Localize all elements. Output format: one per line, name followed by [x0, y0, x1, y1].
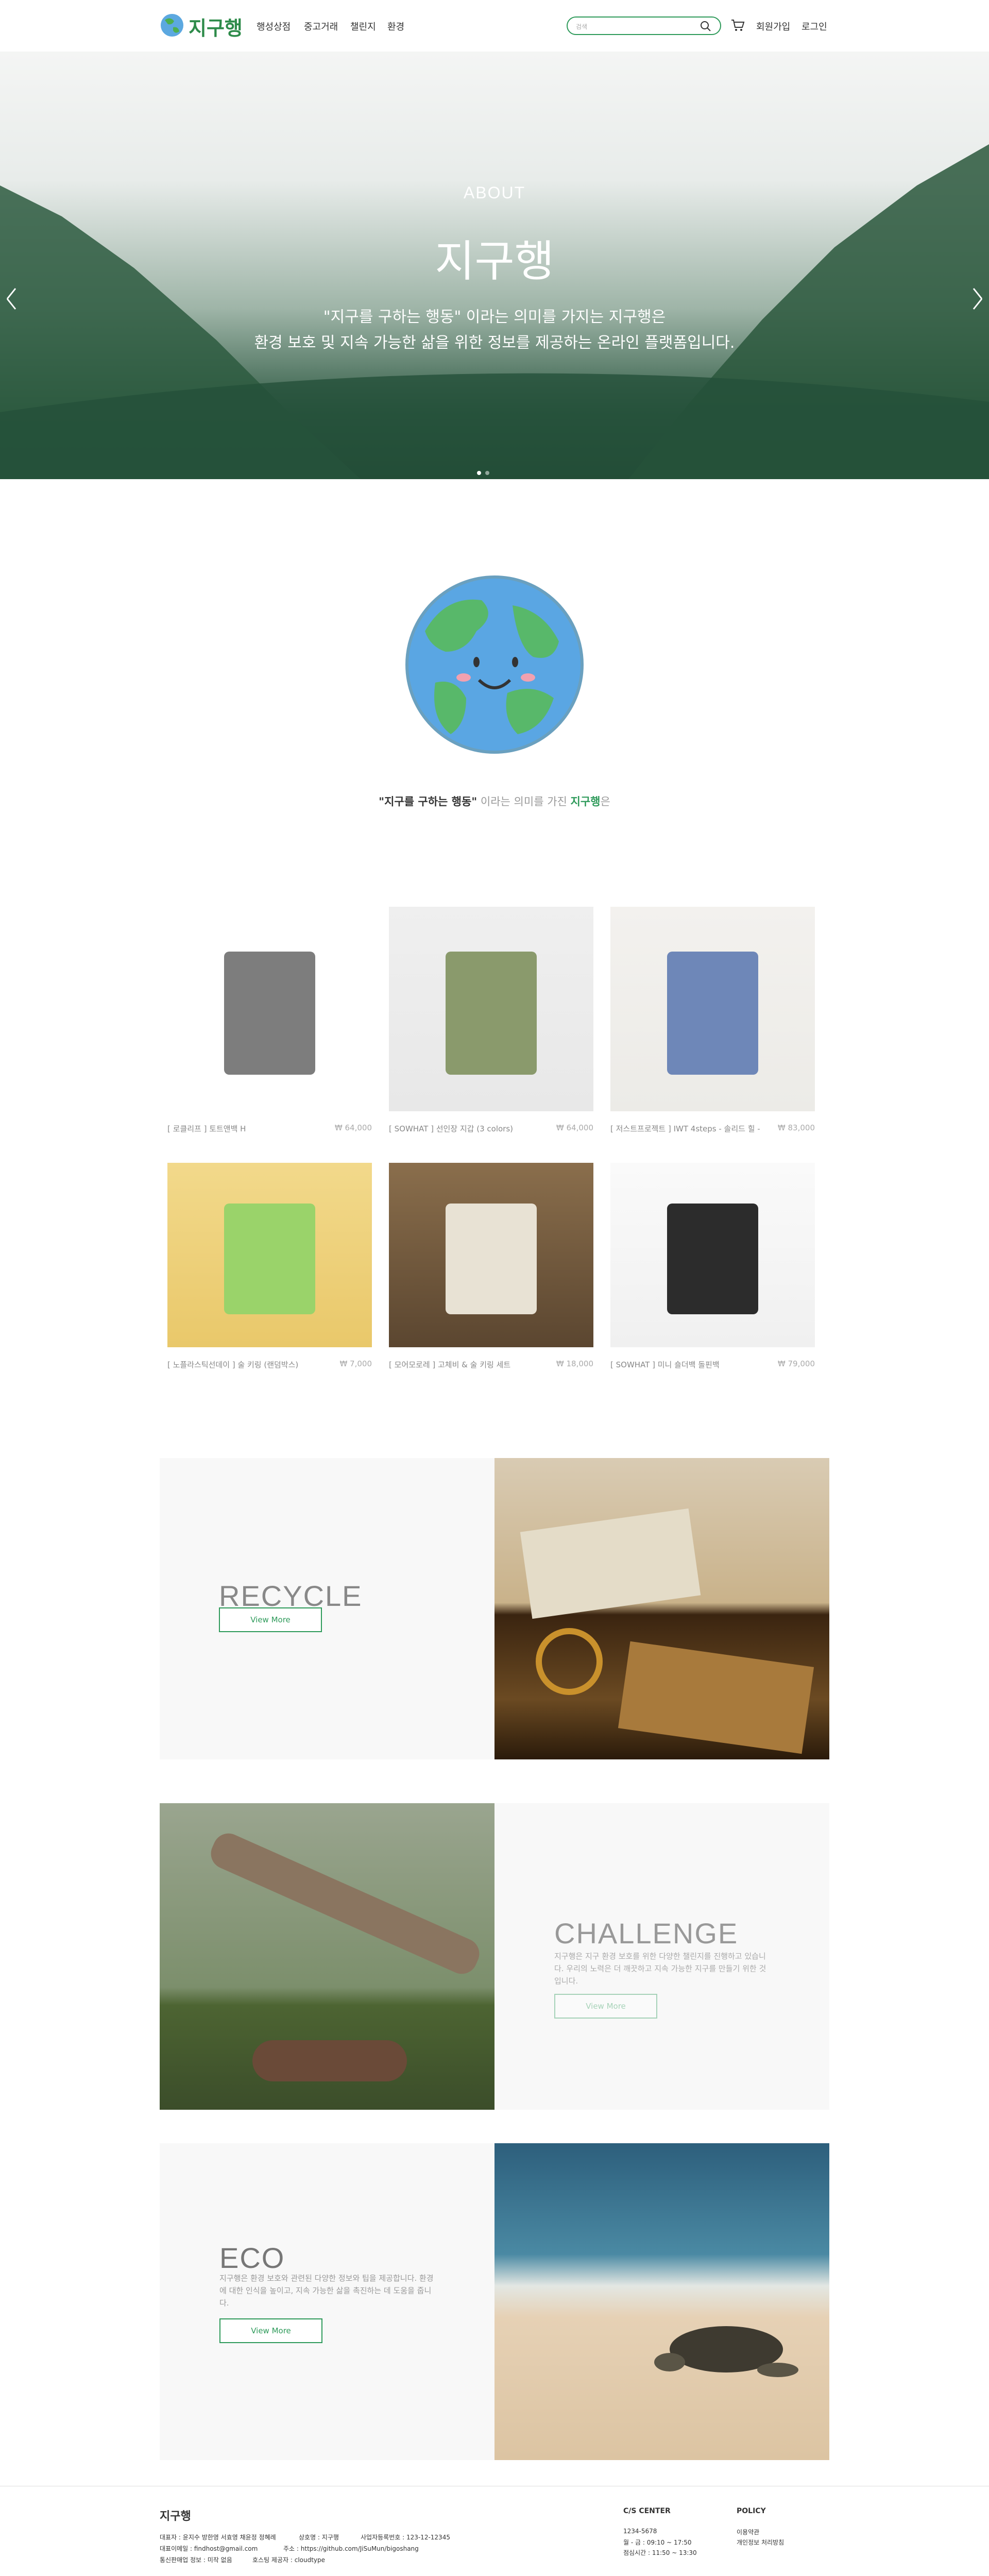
- product-price: ₩ 64,000: [556, 1123, 593, 1132]
- hero-forest: [0, 144, 989, 479]
- intro-brand: 지구행: [570, 795, 601, 808]
- recycle-cup: [536, 1628, 603, 1695]
- hero-line: "지구를 구하는 행동" 이라는 의미를 가지는 지구행은: [323, 308, 666, 326]
- intro-middle: 이라는 의미를 가진: [480, 795, 567, 808]
- policy-title: POLICY: [737, 2507, 766, 2515]
- section-title: ECO: [219, 2242, 285, 2274]
- footer-info: 대표자 : 윤지수 방한영 서효영 채윤정 정혜례: [160, 2534, 276, 2541]
- cart-icon[interactable]: [730, 19, 745, 32]
- nav-link[interactable]: 행성상점: [257, 22, 291, 32]
- recycle-panel: RECYCLE View More: [160, 1458, 494, 1759]
- product-name[interactable]: [ SOWHAT ] 미니 숄더백 돌핀백: [610, 1360, 720, 1369]
- product-name[interactable]: [ SOWHAT ] 선인장 지갑 (3 colors): [389, 1124, 514, 1133]
- cs-title: C/S CENTER: [623, 2507, 671, 2515]
- section-description: 지구행은 환경 보호와 관련된 다양한 정보와 팁을 제공합니다. 환경에 대한…: [219, 2274, 434, 2308]
- hero-title: 지구행: [435, 236, 554, 286]
- signup-link[interactable]: 회원가입: [756, 22, 791, 32]
- product-name[interactable]: [ 저스트프로젝트 ] IWT 4steps - 솔리드 힐 -: [610, 1124, 760, 1133]
- footer-info: 상호명 : 지구행: [299, 2534, 339, 2541]
- section-title: CHALLENGE: [554, 1917, 739, 1950]
- recycle-box: [618, 1641, 814, 1754]
- product-photo: [446, 952, 537, 1075]
- product-image[interactable]: [610, 1163, 815, 1347]
- product-name[interactable]: [ 노플라스틱선데이 ] 술 키링 (랜덤박스): [167, 1360, 299, 1369]
- hero-line: 환경 보호 및 지속 가능한 삶을 위한 정보를 제공하는 온라인 플랫폼입니다…: [254, 334, 735, 352]
- cs-line: 월 - 금 : 09:10 ~ 17:50: [623, 2539, 692, 2546]
- section-title: RECYCLE: [219, 1580, 363, 1612]
- logo-text[interactable]: 지구행: [189, 17, 243, 40]
- hero: ABOUT 지구행 "지구를 구하는 행동" 이라는 의미를 가지는 지구행은 …: [0, 52, 989, 479]
- product-name[interactable]: [ 로클리프 ] 토트앤백 H: [167, 1124, 246, 1133]
- nav-link[interactable]: 챌린지: [350, 22, 376, 32]
- product-image[interactable]: [167, 1163, 372, 1347]
- footer-brand: 지구행: [160, 2510, 191, 2523]
- view-more-button[interactable]: View More: [554, 1994, 657, 2019]
- recycle-card: [520, 1508, 701, 1619]
- earth-illustration: [405, 575, 584, 754]
- product-price: ₩ 83,000: [777, 1123, 815, 1132]
- product-photo: [224, 1203, 315, 1314]
- section-description: 지구행은 지구 환경 보호를 위한 다양한 챌린지를 진행하고 있습니다. 우리…: [554, 1952, 766, 1986]
- hero-eyebrow: ABOUT: [463, 183, 526, 202]
- product-photo: [446, 1203, 537, 1314]
- eco-panel: ECO 지구행은 환경 보호와 관련된 다양한 정보와 팁을 제공합니다. 환경…: [160, 2143, 494, 2460]
- policy-link[interactable]: 이용약관: [737, 2529, 760, 2536]
- footer: 지구행 대표자 : 윤지수 방한영 서효영 채윤정 정혜례 상호명 : 지구행 …: [0, 2486, 989, 2576]
- intro-text: "지구를 구하는 행동" 이라는 의미를 가진 지구행은: [0, 793, 989, 809]
- product-price: ₩ 79,000: [777, 1359, 815, 1368]
- product-image[interactable]: [610, 907, 815, 1111]
- product-photo: [667, 1203, 758, 1314]
- view-more-button[interactable]: View More: [219, 1607, 322, 1632]
- challenge-image: [160, 1803, 494, 2110]
- footer-info: 주소 : https://github.com/JiSuMun/bigoshan…: [283, 2545, 419, 2552]
- product-photo: [224, 952, 315, 1075]
- header: 지구행 행성상점 중고거래 챌린지 환경 검색 회원가입 로그인: [0, 0, 989, 52]
- search-placeholder: 검색: [576, 23, 588, 30]
- challenge-panel: CHALLENGE 지구행은 지구 환경 보호를 위한 다양한 챌린지를 진행하…: [494, 1803, 829, 2110]
- policy-link[interactable]: 개인정보 처리방침: [737, 2539, 785, 2546]
- product-price: ₩ 18,000: [556, 1359, 593, 1368]
- view-more-button[interactable]: View More: [219, 2318, 322, 2343]
- intro-end: 은: [600, 795, 610, 808]
- cs-line: 1234-5678: [623, 2528, 657, 2535]
- eco-turtle: [654, 2326, 798, 2377]
- challenge-branch: [206, 1828, 485, 1979]
- footer-info: 대표이메일 : findhost@gmail.com: [160, 2545, 258, 2552]
- product-photo: [667, 952, 758, 1075]
- product-image[interactable]: [389, 907, 593, 1111]
- login-link[interactable]: 로그인: [802, 22, 827, 32]
- footer-info: 통신판매업 정보 : 미작 없음: [160, 2556, 232, 2564]
- nav-link[interactable]: 환경: [387, 22, 405, 32]
- footer-info: 사업자등록번호 : 123-12-12345: [361, 2534, 450, 2541]
- nav-link[interactable]: 중고거래: [304, 22, 338, 32]
- logo-icon: [161, 14, 183, 37]
- footer-info: 호스팅 제공자 : cloudtype: [252, 2556, 326, 2564]
- product-image[interactable]: [389, 1163, 593, 1347]
- product-name[interactable]: [ 모어모로레 ] 고체비 & 술 키링 세트: [389, 1360, 511, 1369]
- search-icon[interactable]: [700, 20, 712, 32]
- search-box[interactable]: 검색: [567, 16, 721, 35]
- product-price: ₩ 7,000: [339, 1359, 372, 1368]
- recycle-image: [494, 1458, 829, 1759]
- eco-image: [494, 2143, 829, 2460]
- challenge-hands: [252, 2040, 407, 2081]
- cs-line: 점심시간 : 11:50 ~ 13:30: [623, 2549, 697, 2556]
- intro-quote: "지구를 구하는 행동": [379, 795, 478, 808]
- product-image[interactable]: [167, 907, 372, 1111]
- product-price: ₩ 64,000: [334, 1123, 372, 1132]
